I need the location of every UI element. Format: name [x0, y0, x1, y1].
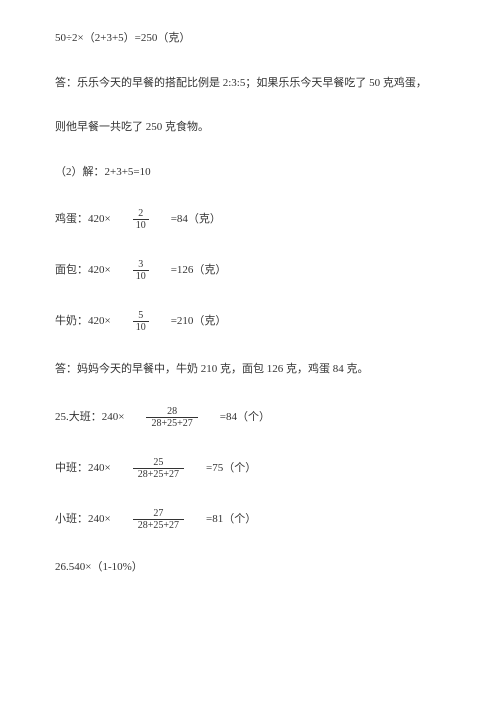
- egg-fraction: 2 10: [133, 208, 149, 231]
- p25-small-fraction: 27 28+25+27: [133, 508, 184, 531]
- egg-line: 鸡蛋：420× 2 10 =84（克）: [55, 208, 445, 231]
- fraction-denominator: 28+25+27: [133, 468, 184, 480]
- milk-suffix: =210（克）: [171, 313, 227, 330]
- p25-mid-prefix: 中班：240×: [55, 460, 111, 477]
- p25-small-suffix: =81（个）: [206, 511, 256, 528]
- p25-big-suffix: =84（个）: [220, 409, 270, 426]
- p25-big-prefix: 25.大班：240×: [55, 409, 124, 426]
- fraction-numerator: 5: [135, 310, 146, 321]
- fraction-denominator: 10: [133, 321, 149, 333]
- p25-big-fraction: 28 28+25+27: [146, 406, 197, 429]
- fraction-numerator: 25: [148, 457, 168, 468]
- fraction-numerator: 2: [135, 208, 146, 219]
- p25-mid-line: 中班：240× 25 28+25+27 =75（个）: [55, 457, 445, 480]
- p25-mid-fraction: 25 28+25+27: [133, 457, 184, 480]
- p25-mid-suffix: =75（个）: [206, 460, 256, 477]
- fraction-denominator: 28+25+27: [146, 417, 197, 429]
- p25-small-prefix: 小班：240×: [55, 511, 111, 528]
- bread-suffix: =126（克）: [171, 262, 227, 279]
- text-line-1: 50÷2×（2+3+5）=250（克）: [55, 30, 445, 47]
- fraction-denominator: 28+25+27: [133, 519, 184, 531]
- bread-line: 面包：420× 3 10 =126（克）: [55, 259, 445, 282]
- text-line-3: 则他早餐一共吃了 250 克食物。: [55, 119, 445, 136]
- fraction-numerator: 28: [162, 406, 182, 417]
- text-line-2: 答：乐乐今天的早餐的搭配比例是 2:3:5；如果乐乐今天早餐吃了 50 克鸡蛋，: [55, 75, 445, 92]
- bread-fraction: 3 10: [133, 259, 149, 282]
- text-line-4: （2）解：2+3+5=10: [55, 164, 445, 181]
- p25-big-line: 25.大班：240× 28 28+25+27 =84（个）: [55, 406, 445, 429]
- milk-prefix: 牛奶：420×: [55, 313, 111, 330]
- egg-suffix: =84（克）: [171, 211, 221, 228]
- fraction-numerator: 3: [135, 259, 146, 270]
- egg-prefix: 鸡蛋：420×: [55, 211, 111, 228]
- fraction-denominator: 10: [133, 219, 149, 231]
- p25-small-line: 小班：240× 27 28+25+27 =81（个）: [55, 508, 445, 531]
- fraction-denominator: 10: [133, 270, 149, 282]
- milk-line: 牛奶：420× 5 10 =210（克）: [55, 310, 445, 333]
- text-line-26: 26.540×（1-10%）: [55, 559, 445, 576]
- bread-prefix: 面包：420×: [55, 262, 111, 279]
- answer-line-2: 答：妈妈今天的早餐中，牛奶 210 克，面包 126 克，鸡蛋 84 克。: [55, 361, 445, 378]
- fraction-numerator: 27: [148, 508, 168, 519]
- milk-fraction: 5 10: [133, 310, 149, 333]
